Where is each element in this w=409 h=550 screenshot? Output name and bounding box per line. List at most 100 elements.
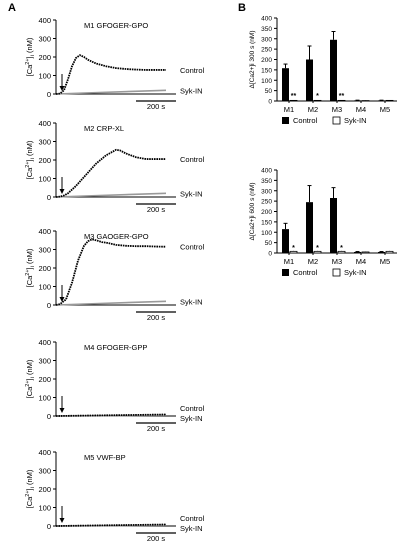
x-tick-label: M5	[380, 105, 390, 114]
legend-label-control: Control	[293, 116, 318, 125]
panel-title: M2 CRP-XL	[84, 124, 124, 133]
y-tick-label: 200	[38, 53, 51, 62]
y-tick-label: 50	[265, 240, 273, 247]
y-tick-label: 350	[261, 178, 272, 185]
panel-title: M1 GFOGER-GPO	[84, 21, 148, 30]
y-tick-label: 0	[47, 522, 51, 531]
scale-bar-label: 200 s	[147, 424, 166, 433]
bar-syk-in	[337, 99, 346, 102]
label-syk-in: Syk-IN	[180, 189, 203, 198]
y-axis-label: [Ca2+]i (nM)	[25, 469, 36, 508]
y-tick-label: 400	[38, 338, 51, 347]
y-tick-label: 300	[38, 246, 51, 255]
panel-title: M3 GAOGER-GPO	[84, 232, 149, 241]
y-tick-label: 300	[38, 138, 51, 147]
x-tick-label: M4	[356, 105, 366, 114]
bar-control	[378, 100, 385, 101]
significance-mark: *	[340, 245, 343, 252]
x-tick-label: M2	[308, 105, 318, 114]
series-syk-in	[55, 414, 167, 417]
x-tick-label: M1	[284, 257, 294, 266]
y-tick-label: 150	[261, 219, 272, 226]
bar-control	[354, 251, 361, 253]
legend-swatch-control	[282, 117, 289, 124]
legend-label-syk-in: Syk-IN	[344, 268, 367, 277]
series-syk-in	[55, 524, 167, 527]
bar-control	[330, 39, 337, 101]
significance-mark: *	[316, 245, 319, 252]
scale-bar-label: 200 s	[147, 205, 166, 214]
bar-syk-in	[385, 99, 394, 102]
y-tick-label: 300	[38, 357, 51, 366]
y-tick-label: 0	[47, 193, 51, 202]
y-tick-label: 400	[261, 16, 272, 23]
legend-swatch-syk-in	[332, 268, 341, 277]
y-tick-label: 0	[268, 251, 272, 258]
label-control: Control	[180, 514, 205, 523]
y-tick-label: 200	[261, 57, 272, 64]
x-tick-label: M3	[332, 257, 342, 266]
y-axis-label: [Ca2+]i (nM)	[25, 359, 36, 398]
legend-swatch-syk-in	[332, 116, 341, 125]
y-tick-label: 100	[38, 283, 51, 292]
y-tick-label: 0	[47, 90, 51, 99]
y-axis-label: [Ca2+]i (nM)	[25, 248, 36, 287]
y-tick-label: 100	[38, 504, 51, 513]
bar-control	[378, 251, 385, 253]
y-tick-label: 200	[38, 485, 51, 494]
panel-label-b: B	[238, 2, 246, 14]
label-syk-in: Syk-IN	[180, 524, 203, 533]
series-control	[55, 54, 166, 95]
y-tick-label: 100	[261, 78, 272, 85]
y-tick-label: 200	[38, 156, 51, 165]
y-tick-label: 300	[261, 36, 272, 43]
bar-syk-in	[385, 250, 394, 254]
x-tick-label: M1	[284, 105, 294, 114]
y-tick-label: 300	[38, 467, 51, 476]
x-tick-label: M4	[356, 257, 366, 266]
y-tick-label: 200	[38, 264, 51, 273]
y-tick-label: 100	[38, 175, 51, 184]
stimulus-arrowhead	[59, 518, 65, 523]
y-tick-label: 250	[261, 47, 272, 54]
bar-control	[330, 198, 337, 253]
y-axis-label: [Ca2+]i (nM)	[25, 140, 36, 179]
y-tick-label: 250	[261, 199, 272, 206]
series-control	[55, 238, 167, 306]
series-control	[55, 523, 167, 527]
y-tick-label: 200	[38, 375, 51, 384]
panel-label-a: A	[8, 2, 16, 14]
trace-panel-2: 0 100 200 300 400 [Ca2+]i (nM) M2 CRP-XL Contro…	[25, 119, 205, 214]
significance-mark: **	[339, 93, 345, 100]
label-syk-in: Syk-IN	[180, 297, 203, 306]
x-tick-label: M3	[332, 105, 342, 114]
y-tick-label: 100	[261, 230, 272, 237]
y-tick-label: 0	[47, 301, 51, 310]
legend-label-syk-in: Syk-IN	[344, 116, 367, 125]
panel-title: M5 VWF-BP	[84, 453, 126, 462]
bar-panel-1: 0 50 100 150 200 250 300 350 400 Δ[Ca2+]i 300 s (…	[249, 16, 397, 125]
trace-panels: 0 100 200 300 400 [Ca2+]i (nM) M1 GFOGER-GPO Co…	[25, 16, 205, 543]
scale-bar-label: 200 s	[147, 534, 166, 543]
series-control	[55, 148, 166, 198]
trace-panel-5: 0 100 200 300 400 [Ca2+]i (nM) M5 VWF-BP Contro…	[25, 448, 205, 543]
panel-title: M4 GFOGER-GPP	[84, 343, 147, 352]
series-syk-in	[55, 89, 167, 95]
legend-swatch-control	[282, 269, 289, 276]
y-tick-label: 400	[38, 448, 51, 457]
y-tick-label: 350	[261, 26, 272, 33]
stimulus-arrowhead	[59, 408, 65, 413]
bar-syk-in	[313, 99, 322, 102]
significance-mark: *	[316, 93, 319, 100]
significance-mark: *	[292, 245, 295, 252]
y-tick-label: 400	[38, 119, 51, 128]
bar-control	[282, 68, 289, 101]
y-tick-label: 0	[47, 412, 51, 421]
scale-bar-label: 200 s	[147, 313, 166, 322]
y-tick-label: 400	[38, 16, 51, 25]
series-syk-in	[55, 300, 167, 306]
series-syk-in	[55, 192, 167, 198]
y-tick-label: 100	[38, 72, 51, 81]
y-tick-label: 400	[38, 227, 51, 236]
